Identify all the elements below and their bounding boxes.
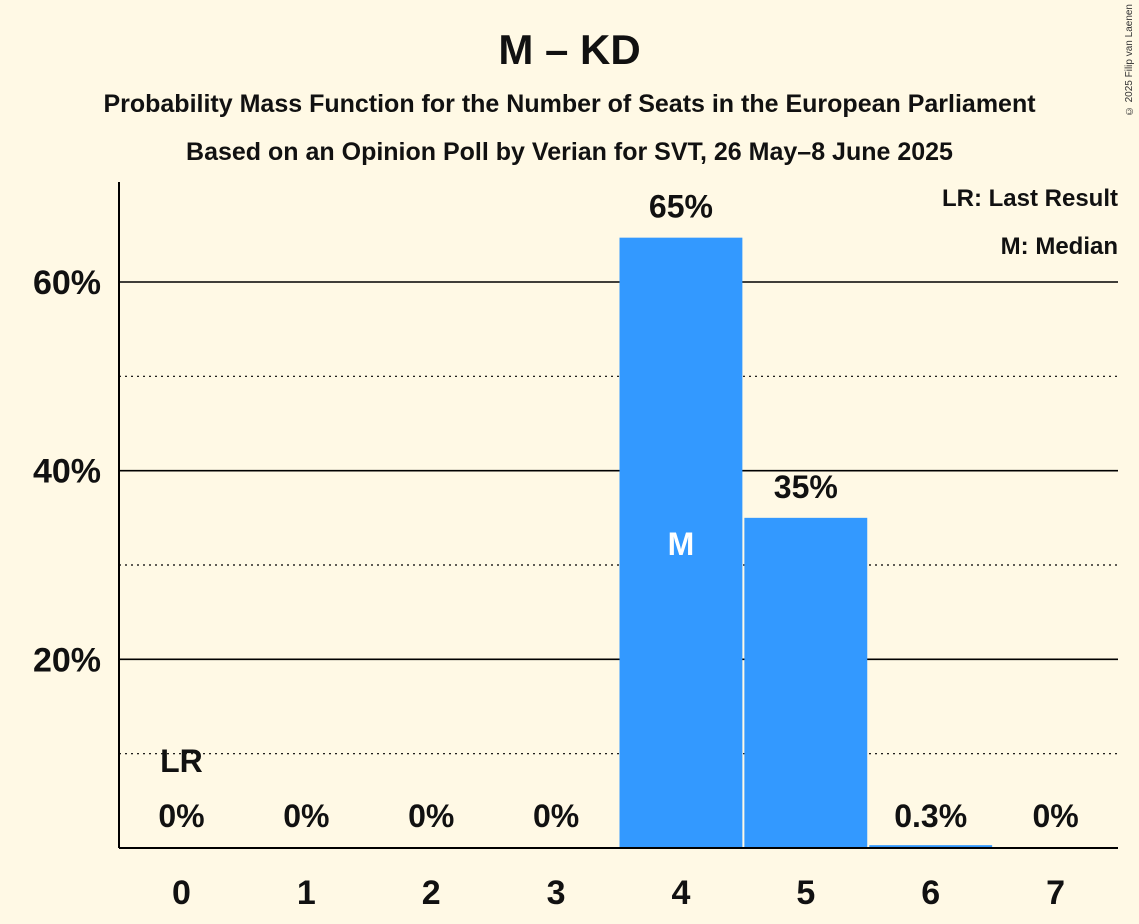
chart-subtitle: Probability Mass Function for the Number…: [103, 90, 1036, 118]
x-tick-label: 1: [297, 874, 316, 912]
x-tick-label: 4: [671, 874, 690, 912]
y-tick-label: 20%: [33, 641, 101, 679]
x-tick-label: 7: [1046, 874, 1065, 912]
x-tick-label: 2: [422, 874, 441, 912]
bar: [869, 845, 993, 848]
bar: [744, 517, 868, 848]
x-tick-label: 0: [172, 874, 191, 912]
x-tick-label: 3: [547, 874, 566, 912]
y-tick-label: 60%: [33, 264, 101, 302]
value-label: 0%: [408, 798, 454, 834]
y-tick-label: 40%: [33, 453, 101, 491]
value-label: 0.3%: [894, 798, 967, 834]
x-tick-label: 6: [921, 874, 940, 912]
value-label: 0%: [1032, 798, 1078, 834]
legend-median: M: Median: [1000, 233, 1118, 260]
last-result-marker: LR: [160, 743, 203, 779]
value-label: 0%: [533, 798, 579, 834]
value-label: 0%: [158, 798, 204, 834]
value-label: 0%: [283, 798, 329, 834]
value-label: 35%: [774, 469, 838, 505]
x-tick-label: 5: [796, 874, 815, 912]
chart-source-note: Based on an Opinion Poll by Verian for S…: [186, 138, 953, 166]
legend-last-result: LR: Last Result: [941, 185, 1118, 212]
median-marker: M: [668, 526, 695, 562]
chart-title: M – KD: [498, 26, 641, 73]
value-label: 65%: [649, 189, 713, 225]
bar: [619, 237, 743, 848]
